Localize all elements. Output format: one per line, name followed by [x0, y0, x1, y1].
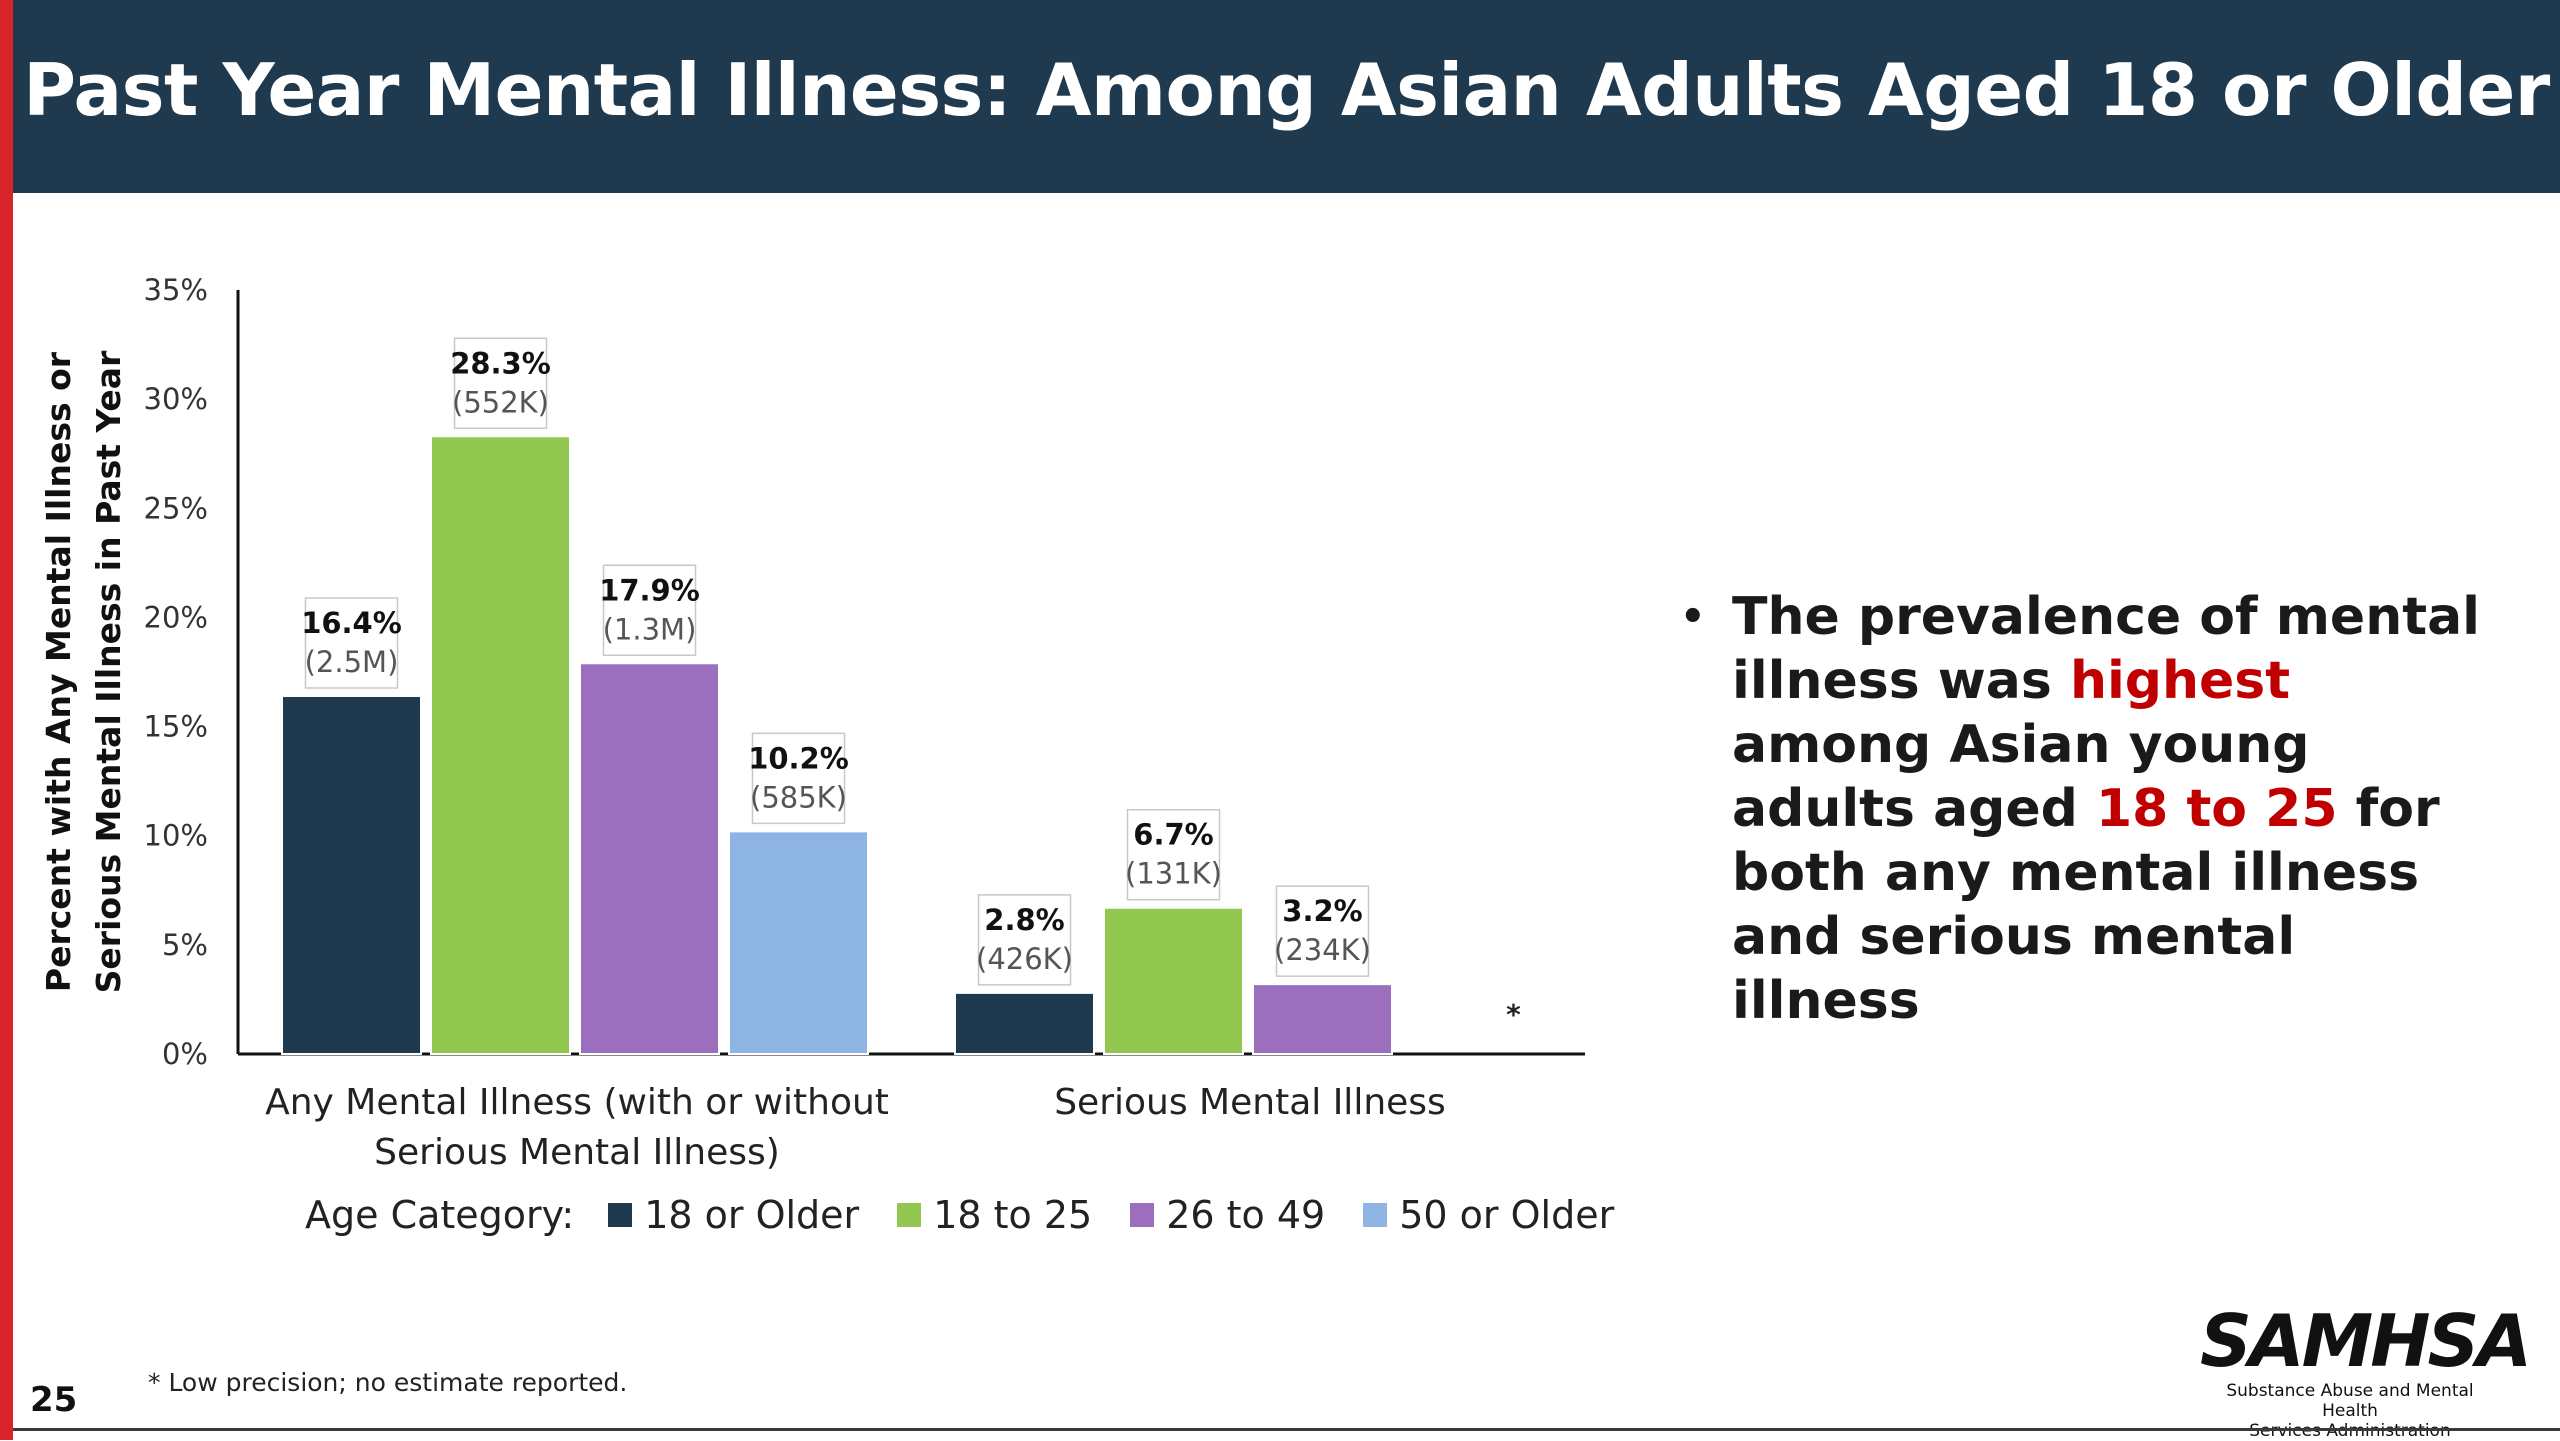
data-label-box: [453, 337, 548, 430]
finding-text-2: among Asian young adults aged: [1732, 715, 2310, 839]
y-axis-label-line-2: Serious Mental Illness in Past Year: [89, 350, 128, 993]
data-label-value: 3.2%: [1282, 894, 1362, 928]
y-tick-label: 35%: [144, 273, 208, 307]
key-finding-text: The prevalence of mental illness was hig…: [1732, 585, 2500, 1033]
title-banner: Past Year Mental Illness: Among Asian Ad…: [13, 0, 2560, 193]
data-label-count: (426K): [976, 942, 1073, 976]
data-label-value: 28.3%: [450, 346, 551, 380]
bar: [430, 435, 571, 1056]
data-label-value: 10.2%: [748, 741, 849, 775]
legend-item-18-to-25: 18 to 25: [897, 1193, 1092, 1237]
data-label-box: [1275, 885, 1370, 977]
data-label-box: [304, 597, 399, 689]
legend-label: 18 to 25: [933, 1193, 1093, 1237]
legend-item-18-or-older: 18 or Older: [608, 1193, 859, 1237]
data-label-box: [1126, 808, 1221, 901]
finding-text-1: The prevalence of mental illness was: [1732, 587, 2480, 711]
logo-sub-line-2: Services Administration: [2249, 1421, 2451, 1441]
finding-text-3: for both any mental illness and serious …: [1732, 779, 2440, 1031]
category-label: Any Mental Illness (with or without: [265, 1082, 889, 1123]
bar: [1252, 983, 1393, 1055]
data-label-count: (585K): [750, 780, 847, 814]
data-label-box: [602, 564, 697, 657]
finding-highlight-1: highest: [2069, 651, 2291, 711]
logo-sub-line-1: Substance Abuse and Mental Health: [2226, 1381, 2474, 1421]
y-tick-label: 0%: [162, 1037, 208, 1071]
y-tick-label: 30%: [144, 382, 208, 416]
data-label-box: [977, 894, 1072, 986]
y-tick-label: 10%: [144, 819, 208, 853]
low-precision-marker: *: [1506, 998, 1521, 1031]
y-tick-label: 15%: [144, 710, 208, 744]
legend-swatch: [608, 1203, 633, 1227]
legend-label: 50 or Older: [1399, 1193, 1615, 1237]
y-axis-label-line-1: Percent with Any Mental Illness or: [39, 351, 78, 992]
samhsa-logo: SAMHSA Substance Abuse and Mental Health…: [2200, 1299, 2532, 1441]
key-finding: • The prevalence of mental illness was h…: [1680, 585, 2500, 1033]
chart-legend: Age Category: 18 or Older 18 to 25 26 to…: [305, 1190, 1652, 1240]
legend-title: Age Category:: [305, 1193, 575, 1237]
bar: [579, 662, 720, 1055]
data-label-value: 17.9%: [599, 573, 700, 607]
data-label-box: [751, 732, 846, 825]
y-tick-label: 5%: [162, 928, 208, 962]
bar: [954, 991, 1095, 1056]
category-label: Serious Mental Illness): [374, 1132, 780, 1173]
logo-wordmark: SAMHSA: [2200, 1299, 2532, 1383]
data-label-value: 16.4%: [301, 606, 402, 640]
legend-item-26-to-49: 26 to 49: [1130, 1193, 1325, 1237]
bar: [281, 695, 422, 1055]
bar: [728, 830, 869, 1055]
data-label-count: (131K): [1125, 857, 1222, 891]
finding-highlight-2: 18 to 25: [2095, 779, 2338, 839]
legend-swatch: [1363, 1203, 1388, 1227]
bottom-rule: [13, 1428, 2560, 1431]
bar: [1103, 906, 1244, 1056]
logo-subtitle: Substance Abuse and Mental Health Service…: [2200, 1381, 2500, 1441]
data-label-count: (1.3M): [603, 612, 697, 646]
slide-title: Past Year Mental Illness: Among Asian Ad…: [23, 48, 2550, 132]
accent-bar: [0, 0, 13, 1440]
y-tick-label: 25%: [144, 491, 208, 525]
legend-swatch: [897, 1203, 922, 1227]
data-label-count: (234K): [1274, 933, 1371, 967]
page-number: 25: [30, 1380, 78, 1420]
data-label-count: (2.5M): [305, 645, 399, 679]
category-label: Serious Mental Illness: [1054, 1082, 1446, 1123]
data-label-count: (552K): [452, 385, 549, 419]
data-label-value: 6.7%: [1133, 818, 1213, 852]
y-tick-label: 20%: [144, 600, 208, 634]
bullet-dot-icon: •: [1680, 594, 1706, 640]
legend-swatch: [1130, 1203, 1155, 1227]
legend-item-50-or-older: 50 or Older: [1363, 1193, 1614, 1237]
footnote: * Low precision; no estimate reported.: [148, 1368, 628, 1397]
legend-label: 18 or Older: [644, 1193, 860, 1237]
legend-label: 26 to 49: [1166, 1193, 1326, 1237]
data-label-value: 2.8%: [984, 903, 1064, 937]
